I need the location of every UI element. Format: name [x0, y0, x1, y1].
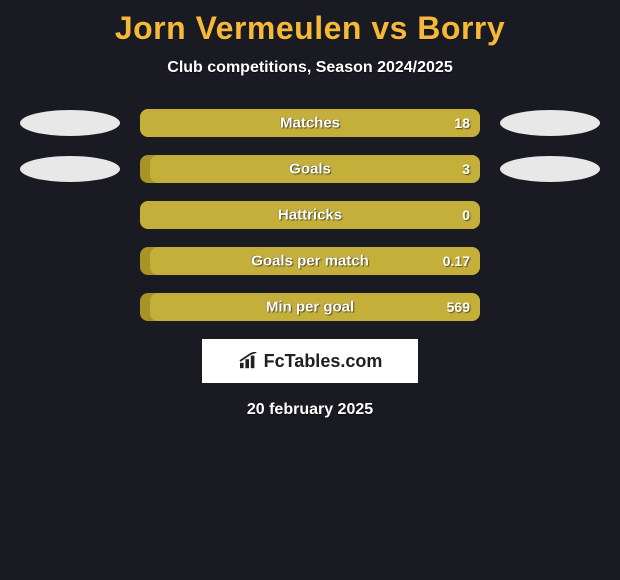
stat-label: Goals — [289, 161, 331, 178]
stat-bar: Hattricks 0 — [140, 201, 480, 229]
stat-value: 3 — [462, 161, 470, 177]
logo-text: FcTables.com — [264, 351, 383, 372]
stat-value: 18 — [454, 115, 470, 131]
logo-box: FcTables.com — [202, 339, 418, 383]
stat-label: Min per goal — [266, 299, 354, 316]
comparison-card: Jorn Vermeulen vs Borry Club competition… — [0, 0, 620, 580]
stat-label: Matches — [280, 115, 340, 132]
stat-bar: Goals per match 0.17 — [140, 247, 480, 275]
stat-row: Matches 18 — [0, 109, 620, 137]
page-title: Jorn Vermeulen vs Borry — [0, 0, 620, 47]
stats-list: Matches 18 Goals 3 Hattricks 0 Goals per match… — [0, 109, 620, 321]
player-left-marker — [20, 110, 120, 136]
player-right-marker — [500, 156, 600, 182]
stat-bar: Goals 3 — [140, 155, 480, 183]
stat-value: 0.17 — [443, 253, 470, 269]
subtitle: Club competitions, Season 2024/2025 — [0, 59, 620, 77]
player-left-marker — [20, 156, 120, 182]
stat-row: Goals 3 — [0, 155, 620, 183]
stat-row: Min per goal 569 — [0, 293, 620, 321]
stat-label: Goals per match — [251, 253, 369, 270]
player-right-marker — [500, 110, 600, 136]
chart-icon — [238, 352, 260, 370]
stat-label: Hattricks — [278, 207, 342, 224]
stat-value: 569 — [447, 299, 470, 315]
stat-bar: Min per goal 569 — [140, 293, 480, 321]
stat-row: Hattricks 0 — [0, 201, 620, 229]
date-text: 20 february 2025 — [0, 401, 620, 419]
stat-value: 0 — [462, 207, 470, 223]
stat-row: Goals per match 0.17 — [0, 247, 620, 275]
stat-bar: Matches 18 — [140, 109, 480, 137]
